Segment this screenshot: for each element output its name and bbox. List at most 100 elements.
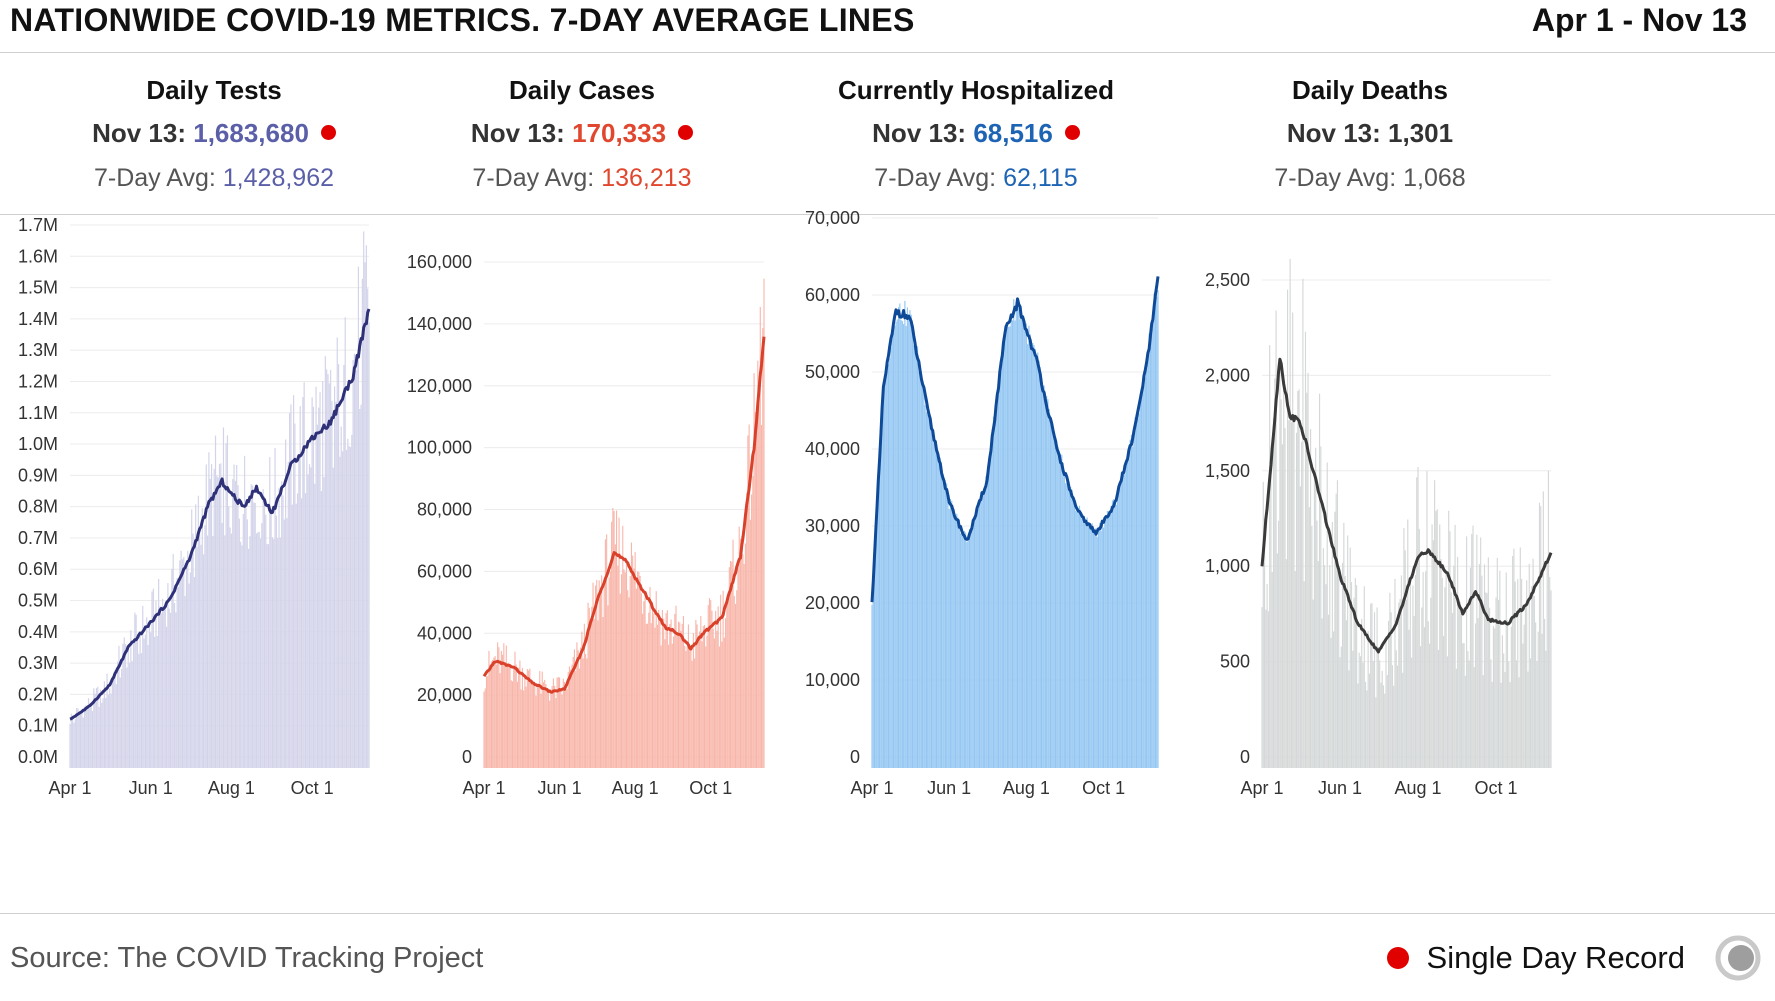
bar xyxy=(1042,388,1044,768)
bar xyxy=(1030,340,1033,768)
bar xyxy=(1157,290,1159,768)
bar xyxy=(1269,345,1271,768)
bar xyxy=(135,614,137,768)
bar xyxy=(105,697,107,768)
bar xyxy=(1370,603,1372,768)
bar xyxy=(565,684,567,768)
y-tick-label: 1.7M xyxy=(18,215,58,235)
bar xyxy=(521,667,523,768)
bar xyxy=(875,524,877,768)
bar xyxy=(1449,531,1451,768)
bar xyxy=(1405,599,1408,768)
bar xyxy=(213,468,215,768)
today-stat: Nov 13: 1,683,680 xyxy=(0,110,434,156)
bar xyxy=(1011,320,1014,768)
bar xyxy=(947,498,949,768)
bar xyxy=(150,632,152,768)
bar xyxy=(1046,396,1048,768)
bar xyxy=(1154,285,1157,768)
bar xyxy=(1541,633,1543,768)
bar xyxy=(583,623,585,768)
bar xyxy=(310,467,312,768)
bar xyxy=(1393,685,1395,768)
bar xyxy=(686,646,688,768)
bar xyxy=(581,631,583,768)
bar xyxy=(87,698,90,768)
bar xyxy=(747,435,749,768)
x-tick-label: Aug 1 xyxy=(208,778,255,798)
bar xyxy=(1339,657,1341,768)
bar xyxy=(131,661,133,768)
bar xyxy=(162,598,164,768)
bar xyxy=(200,544,202,768)
bar xyxy=(1371,603,1373,768)
bar xyxy=(689,647,691,768)
bar xyxy=(218,464,221,768)
bar xyxy=(756,425,758,768)
bar xyxy=(1008,326,1010,768)
y-tick-label: 0.1M xyxy=(18,716,58,736)
bar xyxy=(1372,660,1374,768)
bar xyxy=(1340,646,1342,768)
bar xyxy=(1048,408,1050,768)
bar xyxy=(699,631,701,768)
bar xyxy=(930,428,933,768)
bar xyxy=(1413,616,1415,768)
bar xyxy=(1085,524,1087,768)
bar xyxy=(1032,342,1034,768)
bar xyxy=(1142,375,1144,768)
bar xyxy=(221,522,223,768)
bar xyxy=(509,664,511,768)
bar xyxy=(1317,561,1319,768)
bar xyxy=(107,694,109,768)
bar xyxy=(546,691,548,768)
bar xyxy=(76,708,78,768)
bar xyxy=(172,553,174,768)
bar xyxy=(602,617,604,768)
today-stat: Nov 13: 1,301 xyxy=(1150,110,1590,156)
bar xyxy=(989,453,991,768)
bar xyxy=(891,332,893,768)
bar xyxy=(1325,584,1327,768)
bar xyxy=(935,447,938,768)
bar xyxy=(270,509,272,768)
bar xyxy=(257,532,259,768)
bar xyxy=(1010,317,1012,768)
bar xyxy=(368,321,370,768)
bar xyxy=(1034,348,1036,768)
bar xyxy=(640,593,642,768)
bar xyxy=(273,539,275,768)
y-tick-label: 60,000 xyxy=(417,561,472,581)
bar xyxy=(1035,356,1038,768)
bar xyxy=(201,508,203,768)
bar xyxy=(318,407,320,768)
bar xyxy=(187,550,189,768)
bar xyxy=(1274,378,1276,768)
bar xyxy=(1124,473,1126,768)
y-tick-label: 2,500 xyxy=(1205,270,1250,290)
bar xyxy=(511,681,514,768)
bar xyxy=(279,537,281,768)
y-tick-label: 20,000 xyxy=(805,593,860,613)
bar xyxy=(586,658,588,768)
bar xyxy=(677,621,680,768)
bar xyxy=(504,664,506,768)
bar xyxy=(1336,480,1339,768)
bar xyxy=(1471,533,1473,768)
bar xyxy=(203,554,205,768)
bar xyxy=(1422,571,1424,768)
bar xyxy=(1368,673,1370,768)
avg-label: 7-Day Avg: xyxy=(874,164,997,192)
bar xyxy=(1097,532,1100,768)
bar xyxy=(287,461,289,768)
bar xyxy=(1019,319,1021,768)
bar xyxy=(545,684,547,768)
bar xyxy=(328,383,330,768)
bar xyxy=(1090,529,1092,768)
bar xyxy=(948,508,950,768)
bar xyxy=(1091,523,1093,768)
bar xyxy=(1137,418,1139,768)
bar xyxy=(232,479,234,768)
bar xyxy=(1430,597,1432,768)
bar xyxy=(694,658,696,768)
